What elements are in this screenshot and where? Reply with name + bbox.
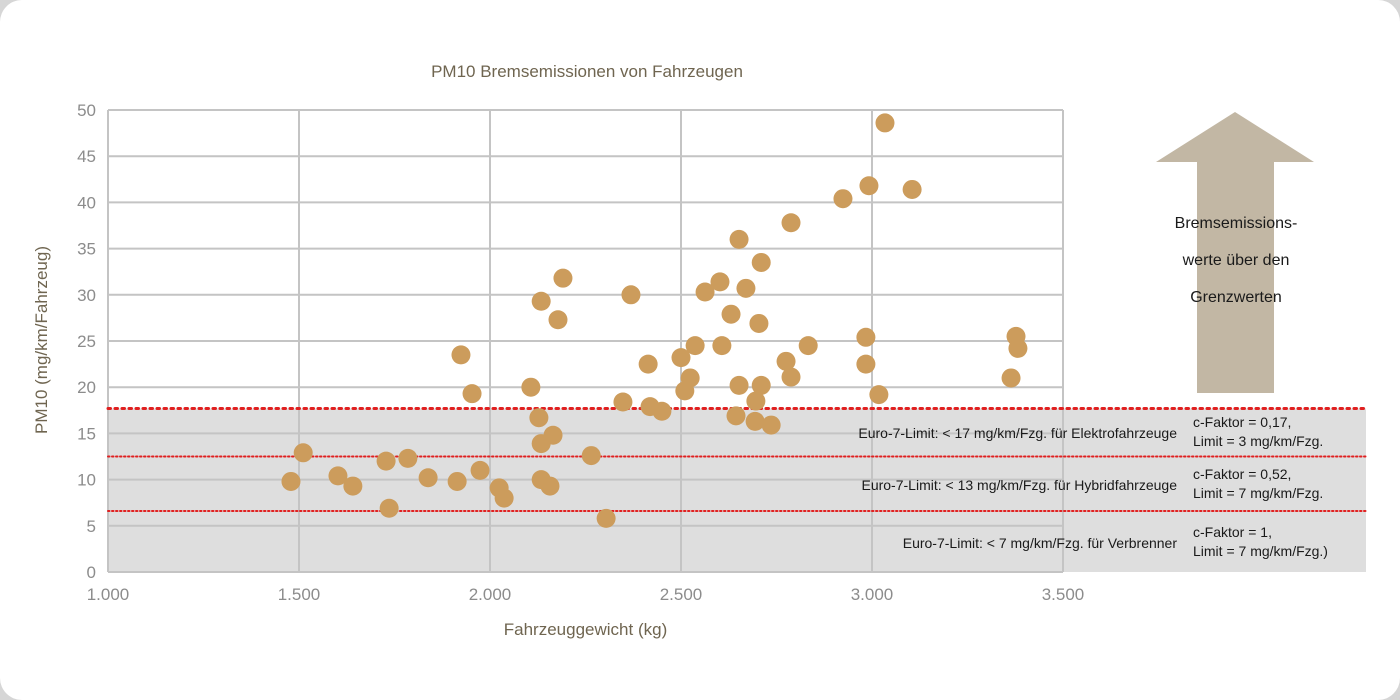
data-point — [376, 451, 396, 471]
data-point — [548, 310, 568, 330]
data-point — [418, 468, 438, 488]
data-point — [729, 375, 749, 395]
up-arrow-icon — [1156, 112, 1314, 393]
data-point — [447, 471, 467, 491]
data-point — [875, 113, 895, 133]
x-tick-label: 3.500 — [1042, 585, 1085, 604]
y-tick-label: 10 — [77, 471, 96, 490]
data-point — [462, 384, 482, 404]
data-point — [856, 327, 876, 347]
y-tick-label: 35 — [77, 240, 96, 259]
x-tick-label: 3.000 — [851, 585, 894, 604]
arrow-text-line1: Bremsemissions- — [1174, 215, 1298, 232]
cfactor-note-ev: c-Faktor = 0,17, Limit = 3 mg/km/Fzg. — [1193, 413, 1323, 451]
limit-label-ev: Euro-7-Limit: < 17 mg/km/Fzg. für Elektr… — [858, 425, 1177, 441]
data-point — [398, 448, 418, 468]
data-point — [540, 476, 560, 496]
x-axis-label: Fahrzeuggewicht (kg) — [503, 620, 668, 639]
data-point — [1008, 338, 1028, 358]
limit-label-hybrid: Euro-7-Limit: < 13 mg/km/Fzg. für Hybrid… — [861, 477, 1177, 493]
data-point — [596, 508, 616, 528]
data-point — [553, 268, 573, 288]
data-point — [671, 348, 691, 368]
data-point — [470, 460, 490, 480]
y-tick-label: 20 — [77, 378, 96, 397]
data-point — [710, 272, 730, 292]
data-point — [726, 406, 746, 426]
data-point — [343, 476, 363, 496]
limit-label-ice: Euro-7-Limit: < 7 mg/km/Fzg. für Verbren… — [902, 535, 1177, 551]
y-tick-label: 30 — [77, 286, 96, 305]
arrow-text-line2: werte über den — [1182, 252, 1290, 269]
data-point — [529, 408, 549, 428]
data-point — [859, 176, 879, 196]
data-point — [521, 377, 541, 397]
x-tick-label: 1.000 — [87, 585, 130, 604]
y-tick-label: 25 — [77, 332, 96, 351]
x-tick-label: 2.000 — [469, 585, 512, 604]
data-point — [776, 351, 796, 371]
y-tick-label: 0 — [87, 563, 96, 582]
data-point — [293, 443, 313, 463]
cfactor-ice-line2: Limit = 7 mg/km/Fzg.) — [1193, 543, 1328, 559]
cfactor-ev-line1: c-Faktor = 0,17, — [1193, 414, 1292, 430]
data-point — [685, 336, 705, 356]
data-point — [712, 336, 732, 356]
x-tick-label: 1.500 — [278, 585, 321, 604]
data-point — [680, 368, 700, 388]
data-point — [638, 354, 658, 374]
data-point — [729, 229, 749, 249]
arrow-text-line3: Grenzwerten — [1190, 289, 1282, 306]
arrow-annotation-text: Bremsemissions- werte über den Grenzwert… — [1136, 205, 1336, 316]
data-point — [494, 488, 514, 508]
limit-shaded-region — [108, 408, 1366, 572]
x-tick-label: 2.500 — [660, 585, 703, 604]
data-point — [751, 252, 771, 272]
y-tick-label: 15 — [77, 424, 96, 443]
cfactor-note-hybrid: c-Faktor = 0,52, Limit = 7 mg/km/Fzg. — [1193, 465, 1323, 503]
cfactor-ev-line2: Limit = 3 mg/km/Fzg. — [1193, 433, 1324, 449]
data-point — [1001, 368, 1021, 388]
y-tick-label: 5 — [87, 517, 96, 536]
chart-title: PM10 Bremsemissionen von Fahrzeugen — [431, 62, 743, 81]
data-point — [621, 285, 641, 305]
data-point — [721, 304, 741, 324]
data-point — [781, 213, 801, 233]
y-tick-label: 40 — [77, 193, 96, 212]
data-point — [798, 336, 818, 356]
data-point — [736, 278, 756, 298]
data-point — [833, 189, 853, 209]
data-point — [531, 291, 551, 311]
data-point — [761, 415, 781, 435]
y-axis-label: PM10 (mg/km/Fahrzeug) — [32, 246, 51, 434]
data-point — [781, 367, 801, 387]
data-point — [328, 466, 348, 486]
data-point — [695, 282, 715, 302]
data-point — [869, 385, 889, 405]
cfactor-note-ice: c-Faktor = 1, Limit = 7 mg/km/Fzg.) — [1193, 523, 1328, 561]
data-point — [581, 446, 601, 466]
data-point — [749, 313, 769, 333]
data-point — [902, 179, 922, 199]
cfactor-hybrid-line1: c-Faktor = 0,52, — [1193, 466, 1292, 482]
data-point — [281, 471, 301, 491]
data-point — [543, 425, 563, 445]
data-point — [746, 391, 766, 411]
y-tick-label: 50 — [77, 101, 96, 120]
data-point — [751, 375, 771, 395]
data-point — [745, 411, 765, 431]
cfactor-ice-line1: c-Faktor = 1, — [1193, 524, 1272, 540]
data-point — [856, 354, 876, 374]
cfactor-hybrid-line2: Limit = 7 mg/km/Fzg. — [1193, 485, 1324, 501]
data-point — [451, 345, 471, 365]
data-point — [652, 401, 672, 421]
data-point — [613, 392, 633, 412]
data-point — [379, 498, 399, 518]
y-tick-label: 45 — [77, 147, 96, 166]
